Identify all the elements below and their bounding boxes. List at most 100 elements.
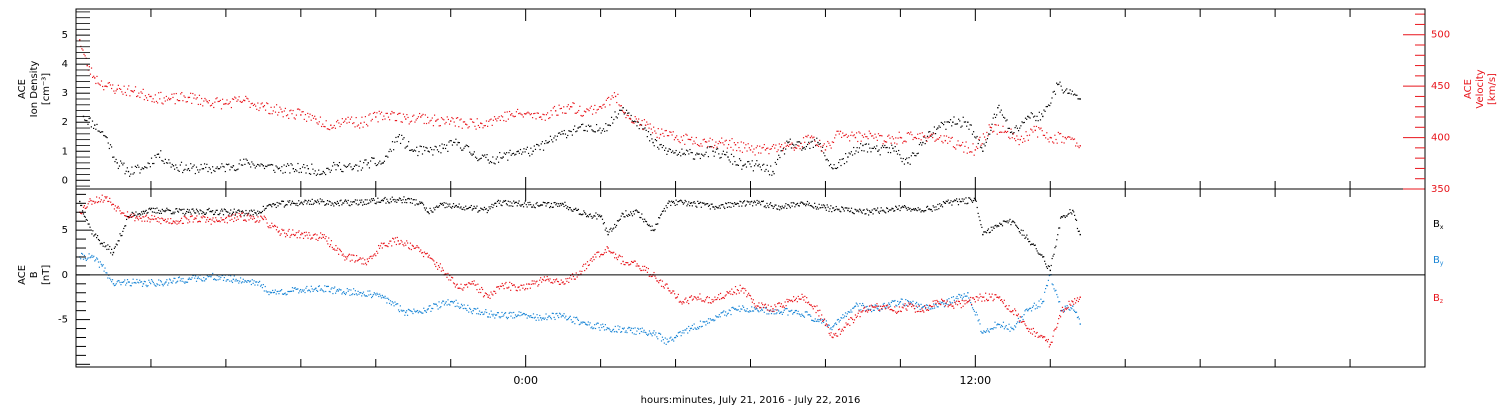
data-point	[370, 120, 372, 122]
data-point	[180, 93, 182, 95]
data-point	[1016, 321, 1019, 323]
data-point	[486, 311, 488, 314]
data-point	[308, 172, 311, 175]
data-point	[956, 304, 959, 306]
data-point	[518, 286, 520, 288]
data-point	[768, 153, 770, 155]
data-point	[649, 225, 651, 228]
data-point	[594, 324, 596, 326]
data-point	[328, 200, 330, 202]
data-point	[1024, 117, 1027, 119]
data-point	[594, 104, 596, 107]
data-point	[986, 229, 989, 232]
data-point	[837, 329, 840, 331]
data-point	[873, 306, 875, 308]
data-point	[255, 165, 258, 167]
data-point	[272, 203, 275, 205]
data-point	[236, 100, 238, 102]
data-point	[1002, 321, 1005, 323]
data-point	[335, 121, 338, 123]
data-point	[777, 149, 779, 151]
data-point	[854, 314, 857, 316]
data-point	[818, 320, 820, 323]
data-point	[578, 126, 580, 128]
data-point	[614, 325, 616, 328]
data-point	[176, 281, 178, 283]
data-point	[609, 250, 611, 253]
data-point	[686, 205, 688, 207]
data-point	[673, 152, 675, 154]
data-point	[970, 200, 973, 202]
data-point	[357, 170, 359, 172]
data-point	[412, 115, 414, 117]
data-point	[295, 169, 297, 171]
data-point	[877, 211, 880, 213]
data-point	[720, 298, 723, 300]
data-point	[528, 204, 530, 206]
data-point	[124, 173, 126, 175]
data-point	[1019, 320, 1021, 322]
data-point	[662, 145, 665, 147]
data-point	[679, 300, 681, 302]
data-point	[340, 199, 342, 201]
data-point	[784, 205, 786, 207]
data-point	[989, 328, 991, 330]
data-point	[210, 104, 213, 106]
data-point	[758, 163, 760, 165]
data-point	[992, 226, 994, 228]
data-point	[864, 213, 866, 215]
data-point	[757, 305, 759, 307]
data-point	[574, 278, 576, 280]
data-point	[481, 286, 483, 289]
data-point	[167, 209, 169, 211]
data-point	[424, 310, 427, 312]
data-point	[246, 97, 248, 99]
data-point	[610, 227, 612, 229]
data-point	[750, 166, 752, 168]
data-point	[688, 325, 690, 328]
data-point	[270, 163, 273, 166]
data-point	[846, 324, 848, 326]
data-point	[817, 208, 819, 210]
data-point	[850, 210, 852, 212]
data-point	[1037, 252, 1039, 254]
data-point	[145, 214, 148, 216]
data-point	[766, 309, 768, 311]
data-point	[554, 281, 556, 283]
data-point	[900, 298, 902, 300]
data-point	[993, 227, 995, 230]
data-point	[583, 263, 585, 266]
data-point	[562, 281, 564, 283]
data-point	[771, 310, 773, 312]
data-point	[115, 243, 117, 245]
data-point	[153, 211, 155, 213]
data-point	[542, 113, 544, 115]
data-point	[387, 116, 390, 118]
data-point	[914, 311, 916, 313]
data-point	[330, 204, 332, 206]
data-point	[520, 284, 522, 286]
data-point	[199, 209, 201, 211]
data-point	[233, 169, 236, 171]
data-point	[369, 160, 372, 162]
data-point	[627, 327, 629, 330]
data-point	[178, 276, 181, 278]
data-point	[103, 89, 105, 91]
data-point	[285, 294, 287, 296]
data-point	[761, 147, 763, 149]
data-point	[658, 282, 660, 284]
data-point	[463, 304, 465, 306]
data-point	[729, 290, 731, 292]
data-point	[738, 158, 741, 160]
data-point	[542, 149, 545, 151]
data-point	[747, 294, 749, 296]
data-point	[800, 142, 802, 145]
data-point	[235, 97, 237, 99]
data-point	[621, 110, 624, 112]
data-point	[227, 215, 229, 217]
data-point	[706, 296, 709, 298]
data-point	[207, 216, 209, 219]
data-point	[181, 208, 183, 211]
data-point	[892, 309, 894, 312]
